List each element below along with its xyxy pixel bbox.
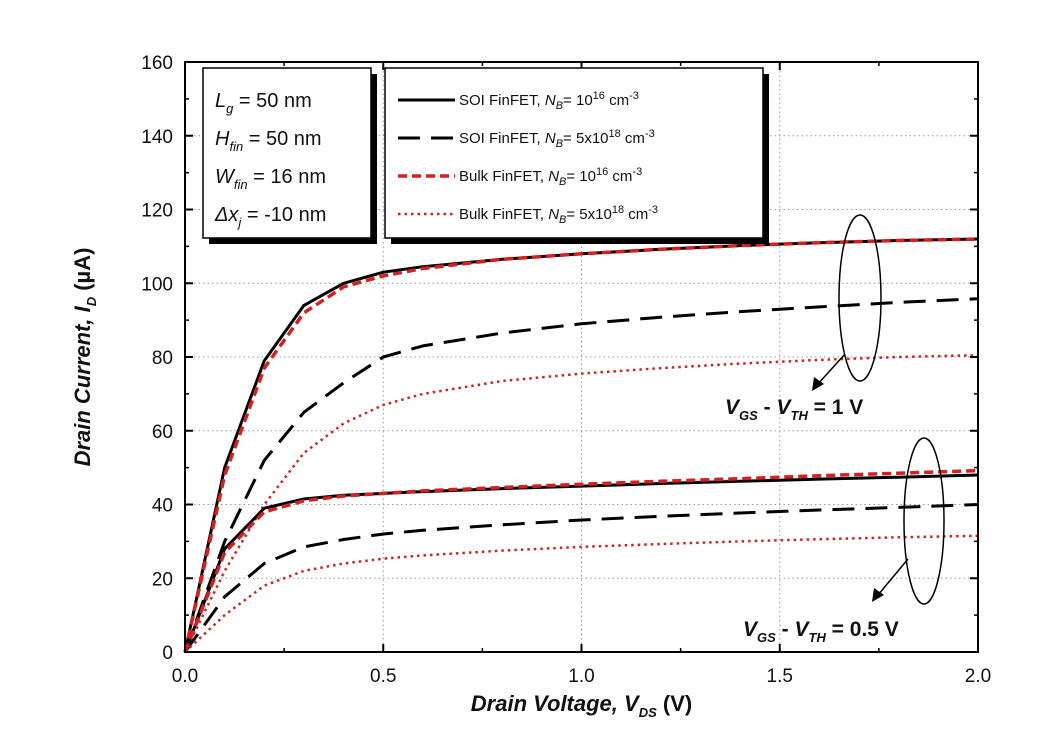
y-tick-label: 80 xyxy=(152,348,173,369)
legend: SOI FinFET, NB= 1016 cm-3 SOI FinFET, NB=… xyxy=(384,67,769,244)
param-line: Lg = 50 nm xyxy=(215,90,312,116)
arrow-line-0p5v xyxy=(877,558,909,596)
y-tick-label: 140 xyxy=(141,127,173,148)
annotation-label: VGS - VTH = 1 V xyxy=(725,396,863,423)
y-axis-title: Drain Current, ID (µA) xyxy=(70,248,99,467)
series-line-soi_high-0p5V xyxy=(183,503,979,653)
x-axis-title: Drain Voltage, VDS (V) xyxy=(471,691,692,720)
param-line: Wfin = 16 nm xyxy=(215,166,326,192)
y-tick-label: 40 xyxy=(152,496,173,517)
x-tick-label: 0.5 xyxy=(370,666,396,687)
ellipse-1v xyxy=(838,214,882,382)
series-lines xyxy=(183,237,979,653)
legend-entry: SOI FinFET, NB= 1016 cm-3 xyxy=(459,90,639,112)
param-line: Hfin = 50 nm xyxy=(215,128,322,154)
series-line-bulk_high-0p5V xyxy=(184,534,979,653)
legend-frame xyxy=(384,67,764,239)
annotation-ellipses xyxy=(812,214,945,605)
x-tick-label: 1.0 xyxy=(568,666,594,687)
x-tick-label: 1.5 xyxy=(767,666,793,687)
annotation-label: VGS - VTH = 0.5 V xyxy=(743,618,899,645)
ellipse-0p5v xyxy=(903,437,945,605)
y-tick-label: 0 xyxy=(162,643,173,664)
arrow-line-1v xyxy=(817,353,846,385)
legend-entry: SOI FinFET, NB= 5x1018 cm-3 xyxy=(459,128,655,150)
arrowhead-1v xyxy=(812,377,824,391)
x-tick-label: 0.0 xyxy=(172,666,198,687)
param-box-frame xyxy=(202,67,372,239)
param-line: Δxj = -10 nm xyxy=(214,204,326,230)
axis-ticks: 0.0 0.5 1.0 1.5 2.0 0 20 40 60 80 100 120 140 160 xyxy=(141,53,991,687)
x-tick-label: 2.0 xyxy=(965,666,991,687)
parameter-box: Lg = 50 nm Hfin = 50 nm Wfin = 16 nm Δxj = … xyxy=(202,67,377,244)
series-line-bulk_low-1V xyxy=(183,237,979,653)
annotations: VGS - VTH = 1 V VGS - VTH = 0.5 V xyxy=(725,396,899,645)
axis-titles: Drain Voltage, VDS (V) Drain Current, ID … xyxy=(70,248,692,720)
y-tick-label: 20 xyxy=(152,569,173,590)
arrowhead-0p5v xyxy=(872,588,884,602)
series-line-soi_high-1V xyxy=(183,297,979,653)
y-tick-label: 100 xyxy=(141,274,173,295)
legend-entry: Bulk FinFET, NB= 5x1018 cm-3 xyxy=(459,204,658,226)
y-tick-label: 120 xyxy=(141,201,173,222)
y-tick-label: 60 xyxy=(152,422,173,443)
legend-entry: Bulk FinFET, NB= 1016 cm-3 xyxy=(459,166,642,188)
y-tick-label: 160 xyxy=(141,53,173,74)
series-line-bulk_low-0p5V xyxy=(183,468,979,653)
